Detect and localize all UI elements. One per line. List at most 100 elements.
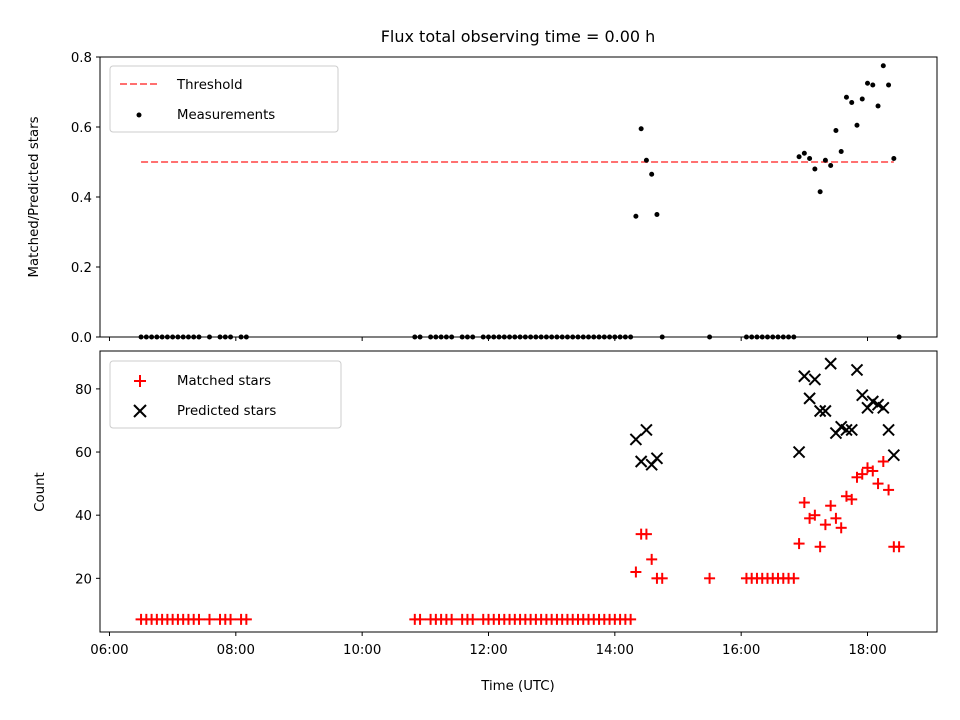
matched-stars-point (883, 484, 895, 496)
measurements-point (617, 334, 623, 340)
predicted-legend-label: Predicted stars (177, 404, 276, 419)
measurements-point (459, 334, 465, 340)
x-tick-label: 12:00 (469, 643, 507, 658)
measurements-point (149, 334, 155, 340)
predicted-stars-point (798, 370, 811, 383)
measurements-point (433, 334, 439, 340)
measurements-point (517, 334, 523, 340)
top-y-axis-label: Matched/Predicted stars (27, 116, 42, 277)
matched-stars-point (414, 613, 426, 625)
top-legend-box (109, 65, 339, 133)
measurements-point (443, 334, 449, 340)
measurements-point (828, 163, 834, 168)
measurements-point (559, 334, 565, 340)
matched-stars-point (240, 613, 252, 625)
measurements-point (849, 100, 855, 105)
measurements-point (801, 150, 807, 156)
measurements-point (154, 334, 160, 340)
measurements-point (843, 94, 849, 100)
measurements-point (880, 63, 886, 69)
top-y-ticks: 0.0 0.2 0.4 0.6 0.8 (71, 51, 100, 346)
measurements-point (228, 334, 234, 340)
measurements-point (501, 334, 507, 340)
predicted-stars-point (634, 455, 648, 468)
measurements-point (607, 334, 613, 340)
top-y-tick-label: 0.2 (71, 261, 92, 276)
measurements-point (596, 334, 602, 340)
measurements-point (480, 334, 486, 340)
bottom-panel: 20 40 60 80 06:00 08:00 10:00 12:00 14:00 16:00 1… (33, 350, 938, 694)
measurements-point (191, 334, 197, 340)
matched-stars-point (814, 541, 826, 553)
measurements-point (496, 334, 502, 340)
predicted-stars-point (856, 388, 869, 402)
measurements-point (891, 156, 897, 161)
x-tick-label: 10:00 (343, 643, 381, 658)
measurements-point (643, 157, 649, 163)
measurements-point (764, 334, 770, 340)
measurements-point (749, 334, 755, 340)
predicted-stars-point (813, 404, 827, 418)
measurements-point (875, 103, 881, 109)
x-tick-label: 08:00 (217, 643, 255, 658)
bottom-y-tick-label: 40 (75, 509, 92, 524)
measurements-point (243, 334, 249, 340)
predicted-stars-point (840, 423, 853, 437)
measurements-point (775, 334, 781, 340)
matched-legend-swatch (134, 375, 146, 387)
matched-stars-point (798, 497, 810, 509)
bottom-legend-box (109, 360, 342, 429)
measurements-point (538, 334, 544, 340)
measurements-point (533, 334, 539, 340)
measurements-point (770, 334, 776, 340)
measurements-point (512, 334, 518, 340)
matched-stars-point (193, 613, 205, 625)
measurements-legend-label: Measurements (177, 108, 275, 123)
matched-stars-point (825, 500, 837, 512)
measurements-point (196, 334, 202, 340)
measurements-point (164, 334, 170, 340)
matched-stars-point (446, 613, 458, 625)
measurements-point (222, 334, 228, 340)
predicted-stars-point (850, 363, 864, 377)
measurements-point (438, 334, 444, 340)
predicted-stars-point (877, 401, 890, 415)
measurements-point (143, 334, 149, 340)
bottom-marks (135, 357, 905, 625)
predicted-stars-point (650, 452, 664, 465)
predicted-stars-point (629, 433, 643, 446)
predicted-stars-point (640, 423, 653, 437)
top-y-tick-label: 0.0 (71, 331, 92, 346)
predicted-stars-point (792, 445, 806, 459)
top-y-tick-label: 0.4 (71, 191, 92, 206)
top-y-tick-label: 0.6 (71, 121, 92, 136)
bottom-y-tick-label: 80 (75, 383, 92, 398)
measurements-point (428, 334, 434, 340)
measurements-point (865, 80, 871, 86)
measurements-point (707, 334, 713, 340)
measurements-point (206, 334, 212, 340)
measurements-point (822, 157, 828, 163)
measurements-point (575, 334, 581, 340)
predicted-stars-point (808, 373, 822, 386)
bottom-y-tick-label: 60 (75, 446, 92, 461)
matched-stars-point (704, 572, 716, 584)
matched-stars-point (225, 613, 237, 625)
measurements-point (796, 154, 802, 160)
measurements-point (417, 334, 423, 340)
predicted-stars-point (845, 423, 858, 437)
matched-stars-point (656, 572, 668, 584)
matched-stars-point (467, 613, 479, 625)
measurements-point (554, 334, 560, 340)
measurements-legend-swatch (136, 112, 142, 118)
matched-stars-point (877, 456, 889, 468)
top-legend: Threshold Measurements (109, 65, 339, 133)
measurements-point (780, 334, 786, 340)
measurements-point (759, 334, 765, 340)
measurements-point (238, 334, 244, 340)
measurements-point (754, 334, 760, 340)
measurements-point (886, 82, 892, 88)
x-tick-label: 18:00 (848, 643, 886, 658)
measurements-point (786, 334, 792, 340)
matched-stars-point (788, 572, 800, 584)
